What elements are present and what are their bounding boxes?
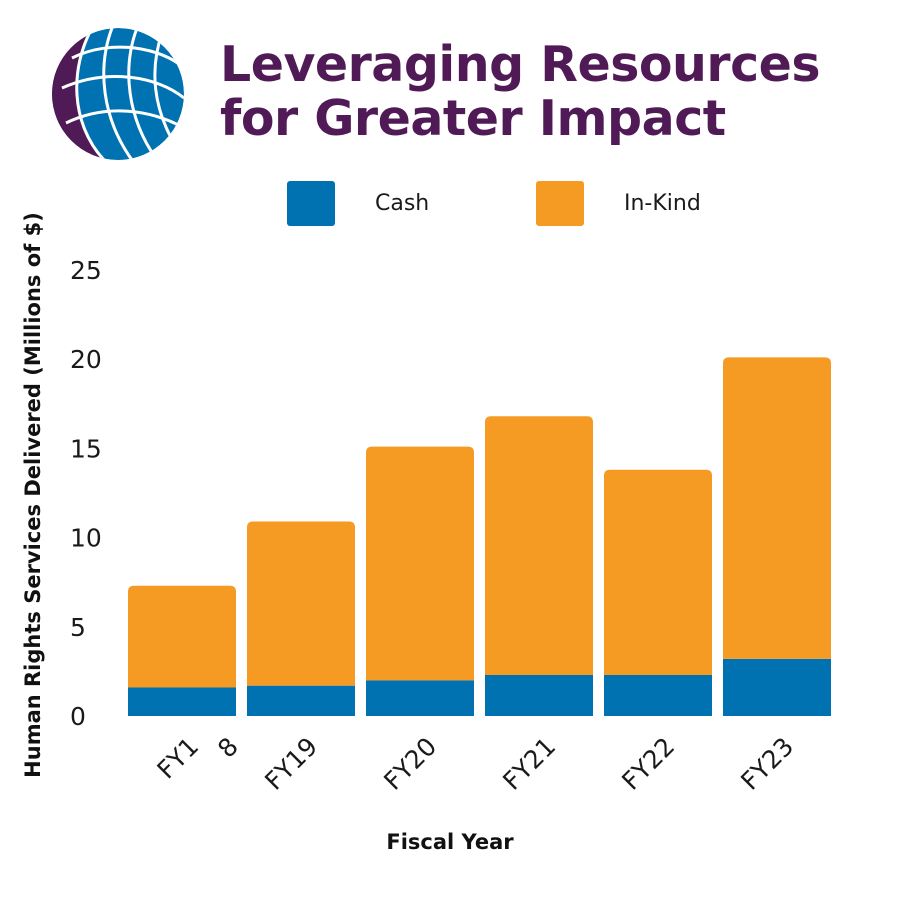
- x-tick-fy18: FY1 8: [152, 732, 244, 785]
- legend-swatch-cash: [287, 181, 335, 226]
- bar-in-kind-fy20: [366, 446, 474, 681]
- bar-in-kind-fy23: [723, 357, 831, 659]
- x-tick-label: 8: [212, 732, 244, 764]
- y-tick-label: 5: [70, 613, 86, 642]
- bar-cash-fy20: [366, 680, 474, 716]
- bar-in-kind-fy19: [247, 521, 355, 686]
- x-tick-label: FY23: [735, 732, 799, 796]
- legend-label-cash: Cash: [375, 191, 429, 216]
- bars: [128, 357, 831, 716]
- legend-swatch-in-kind: [536, 181, 584, 226]
- title-line-2: for Greater Impact: [220, 90, 726, 147]
- title-line-1: Leveraging Resources: [220, 36, 821, 93]
- globe-icon: [52, 28, 184, 160]
- x-tick-fy23: FY23: [735, 732, 799, 796]
- page-title: Leveraging Resources for Greater Impact: [220, 36, 821, 147]
- x-tick-fy19: FY19: [259, 732, 323, 796]
- y-axis-ticks: 0 5 10 15 20 25: [70, 256, 102, 731]
- y-tick-label: 25: [70, 256, 102, 285]
- x-axis-ticks: FY1 8 FY19 FY20 FY21 FY22 FY23: [152, 732, 800, 796]
- x-tick-fy21: FY21: [497, 732, 561, 796]
- y-tick-label: 0: [70, 702, 86, 731]
- x-tick-label: FY1: [152, 732, 205, 785]
- x-tick-label: FY22: [616, 732, 680, 796]
- y-tick-label: 15: [70, 434, 102, 463]
- bar-cash-fy19: [247, 685, 355, 716]
- bar-cash-fy18: [128, 687, 236, 716]
- x-tick-label: FY20: [378, 732, 442, 796]
- y-tick-label: 10: [70, 524, 102, 553]
- y-axis-title: Human Rights Services Delivered (Million…: [21, 212, 45, 778]
- legend-label-in-kind: In-Kind: [624, 191, 701, 216]
- x-tick-label: FY19: [259, 732, 323, 796]
- bar-cash-fy22: [604, 674, 712, 716]
- x-tick-label: FY21: [497, 732, 561, 796]
- bar-in-kind-fy18: [128, 585, 236, 688]
- x-tick-fy22: FY22: [616, 732, 680, 796]
- y-tick-label: 20: [70, 345, 102, 374]
- bar-in-kind-fy22: [604, 469, 712, 675]
- bar-cash-fy23: [723, 658, 831, 716]
- x-axis-title: Fiscal Year: [386, 830, 514, 854]
- bar-cash-fy21: [485, 674, 593, 716]
- legend: Cash In-Kind: [287, 181, 701, 226]
- x-tick-fy20: FY20: [378, 732, 442, 796]
- bar-in-kind-fy21: [485, 416, 593, 675]
